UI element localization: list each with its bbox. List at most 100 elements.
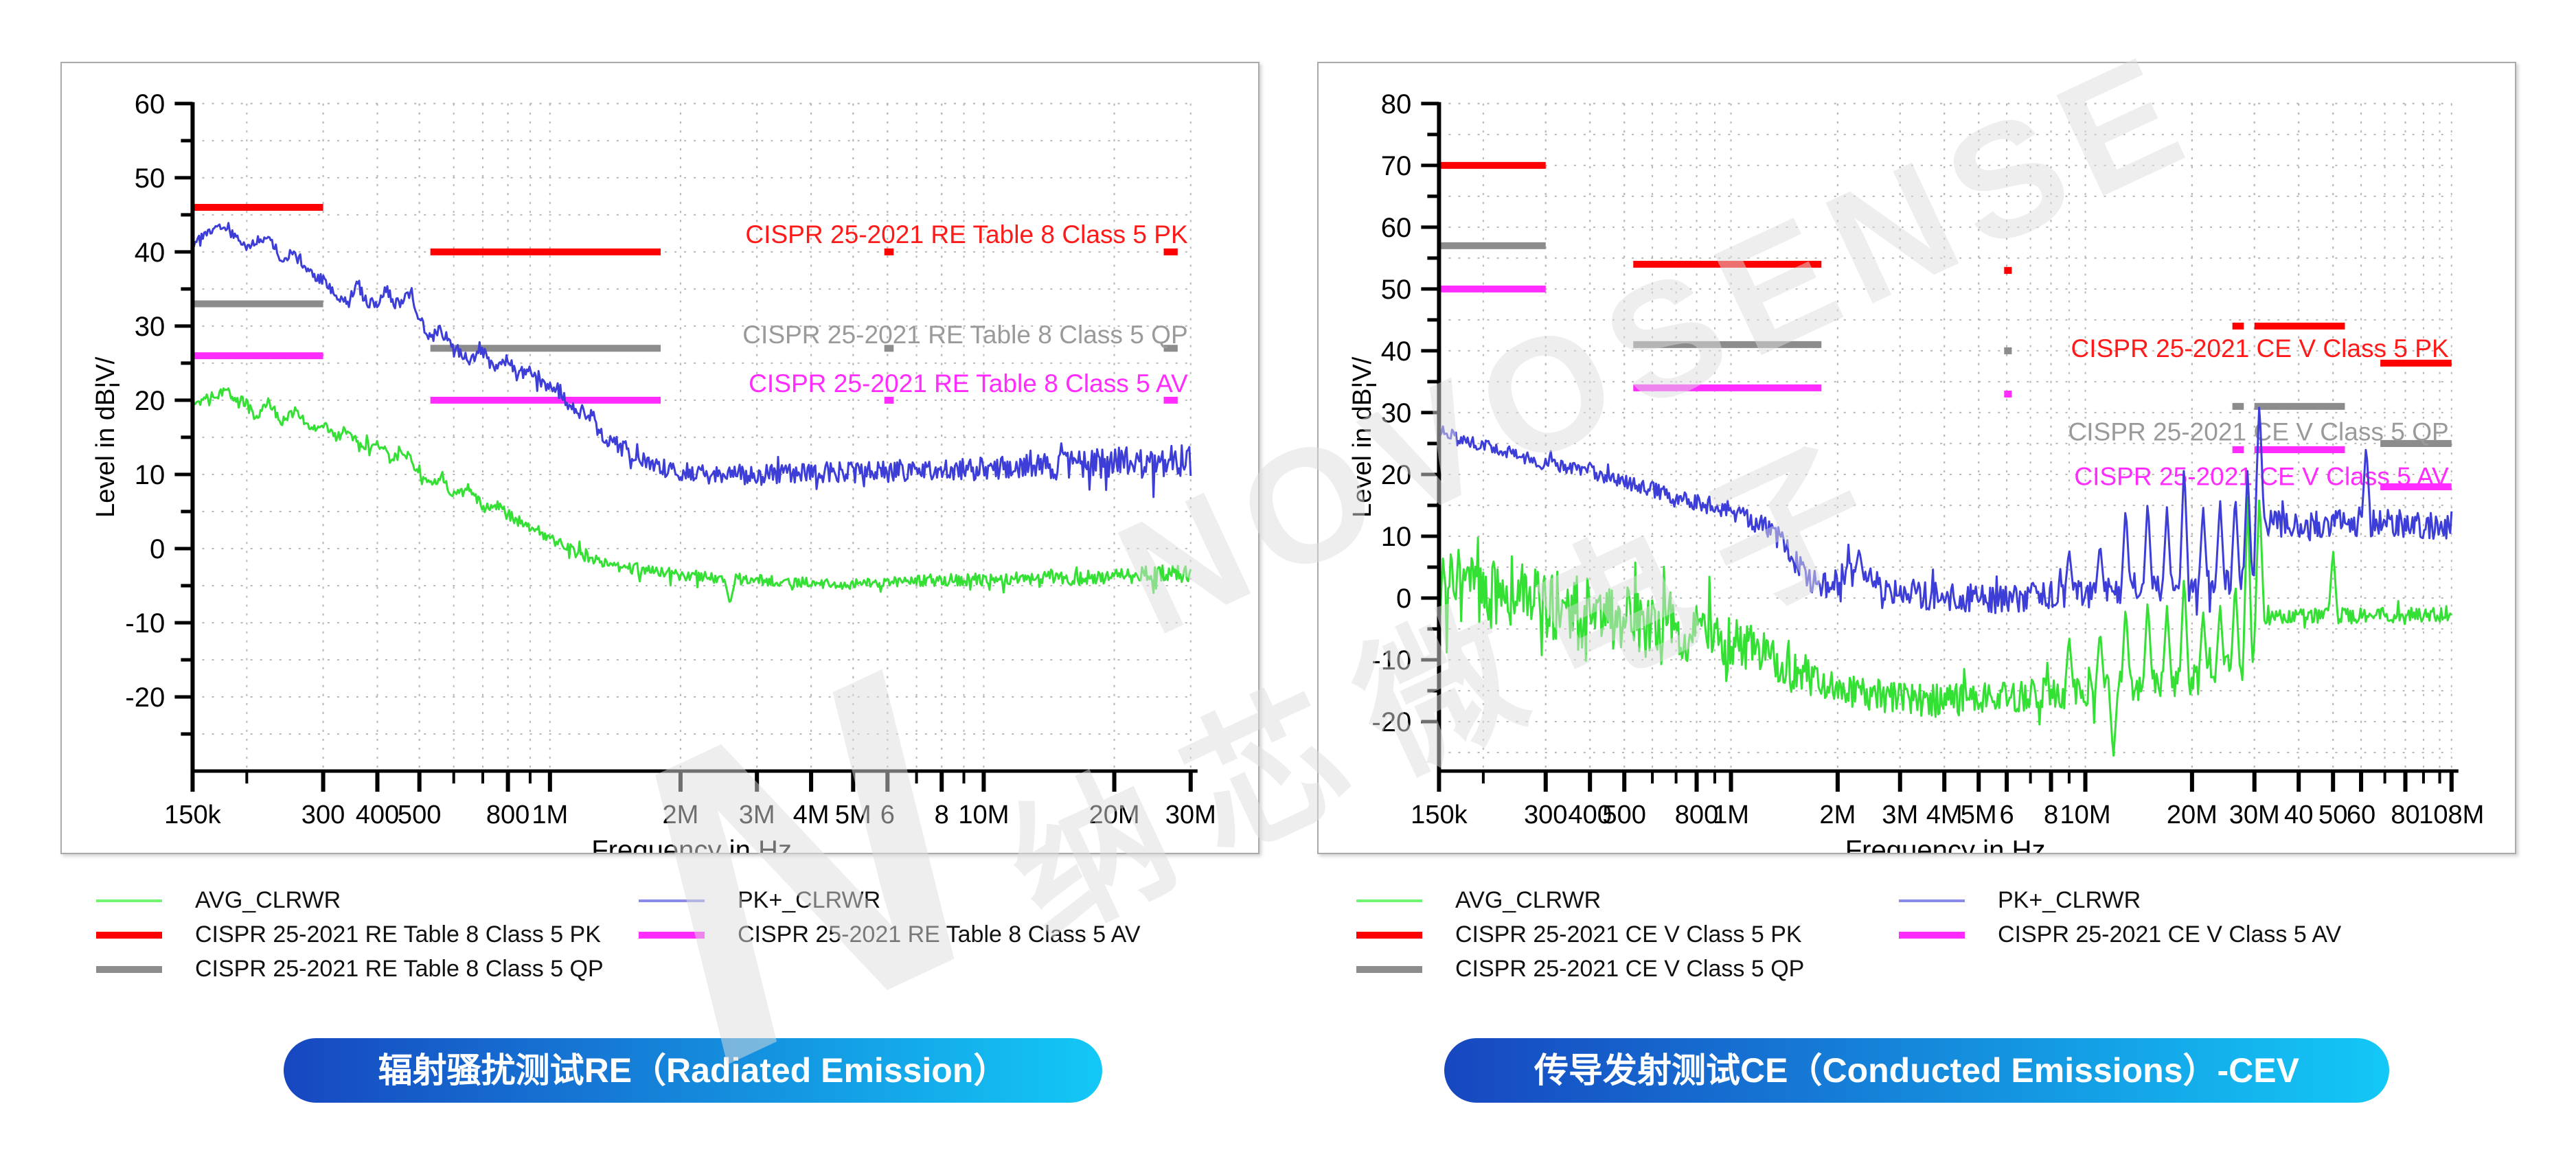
trace-pk-clrwr: [1437, 406, 2453, 616]
x-tick-label: 400: [1568, 801, 1612, 829]
legend-item: CISPR 25-2021 CE V Class 5 PK: [1356, 921, 1899, 948]
legend-swatch: [639, 899, 705, 902]
legend-label: CISPR 25-2021 RE Table 8 Class 5 PK: [195, 921, 601, 948]
limit-annotation: CISPR 25-2021 CE V Class 5 PK: [2071, 334, 2450, 363]
limit-annotation: CISPR 25-2021 RE Table 8 Class 5 AV: [749, 369, 1188, 398]
axes: [1437, 102, 2459, 773]
x-tick-label: 108M: [2419, 801, 2484, 829]
legend-swatch: [96, 931, 162, 939]
legend-item: CISPR 25-2021 RE Table 8 Class 5 QP: [96, 956, 639, 983]
limit-lines: [1439, 161, 2452, 490]
y-tick-label: 60: [1381, 213, 1412, 243]
y-tick-label: 50: [135, 163, 166, 194]
y-tick-label: -20: [1371, 707, 1411, 737]
x-tick-label: 2M: [1819, 801, 1856, 829]
limit-annotation: CISPR 25-2021 RE Table 8 Class 5 QP: [742, 320, 1188, 349]
re-chart-panel: CISPR 25-2021 RE Table 8 Class 5 PK CISPR…: [60, 62, 1259, 854]
y-tick-label: 70: [1381, 151, 1412, 181]
legend-swatch: [96, 899, 162, 902]
x-tick-label: 500: [398, 801, 442, 829]
x-tick-label: 6: [880, 801, 895, 829]
legend-item: CISPR 25-2021 CE V Class 5 AV: [1899, 921, 2341, 948]
trace-avg-clrwr: [192, 387, 1192, 603]
legend-item: CISPR 25-2021 RE Table 8 Class 5 AV: [639, 921, 1141, 948]
gridlines: [1439, 102, 2452, 772]
legend-label: CISPR 25-2021 CE V Class 5 AV: [1998, 921, 2342, 948]
legend-swatch: [1899, 931, 1965, 939]
legend-item: AVG_CLRWR: [96, 887, 639, 914]
legend-swatch: [1356, 965, 1422, 973]
x-tick-label: 80: [2391, 801, 2419, 829]
legend-label: PK+_CLRWR: [1998, 887, 2141, 913]
y-tick-label: 30: [135, 312, 166, 342]
x-tick-label: 5M: [1961, 801, 1997, 829]
y-tick-label: 10: [135, 460, 166, 490]
x-tick-label: 6: [1999, 801, 2014, 829]
limit-annotation: CISPR 25-2021 RE Table 8 Class 5 PK: [745, 220, 1188, 249]
x-tick-label: 800: [486, 801, 530, 829]
x-tick-label: 4M: [793, 801, 830, 829]
x-tick-label: 300: [301, 801, 345, 829]
x-axis-title: Frequency in Hz: [1845, 835, 2046, 853]
y-tick-label: -10: [1371, 645, 1411, 676]
re-chart-svg: CISPR 25-2021 RE Table 8 Class 5 PK CISPR…: [91, 89, 1216, 853]
legend-column: AVG_CLRWR CISPR 25-2021 RE Table 8 Class …: [96, 887, 639, 990]
limit-lines: [192, 204, 1178, 404]
y-tick-label: 10: [1381, 522, 1412, 552]
x-axis-title: Frequency in Hz: [591, 835, 792, 853]
legend-label: CISPR 25-2021 CE V Class 5 PK: [1455, 921, 1802, 948]
legend-swatch: [1356, 899, 1422, 902]
legend-label: AVG_CLRWR: [1455, 887, 1602, 913]
ce-banner: 传导发射测试CE（Conducted Emissions）-CEV: [1444, 1038, 2389, 1103]
x-tick-label: 2M: [662, 801, 698, 829]
y-tick-label: 50: [1381, 275, 1412, 305]
y-tick-label: 40: [1381, 336, 1412, 367]
x-tick-label: 150k: [1411, 801, 1468, 829]
gridlines: [192, 102, 1192, 772]
y-ticks: 60 50 40 30 20 10 0 -10 -20: [125, 89, 193, 736]
legend-item: CISPR 25-2021 CE V Class 5 QP: [1356, 956, 1899, 983]
x-tick-label: 50: [2318, 801, 2347, 829]
x-tick-label: 300: [1524, 801, 1568, 829]
x-tick-label: 20M: [1089, 801, 1140, 829]
legend-label: CISPR 25-2021 RE Table 8 Class 5 AV: [738, 921, 1141, 948]
y-axis-title: Level in dB¦V/: [91, 356, 120, 518]
legend-item: PK+_CLRWR: [639, 887, 1141, 914]
x-tick-label: 10M: [2060, 801, 2111, 829]
x-tick-label: 60: [2347, 801, 2375, 829]
x-tick-label: 8: [2044, 801, 2058, 829]
re-legend: AVG_CLRWR CISPR 25-2021 RE Table 8 Class …: [96, 887, 1141, 990]
ce-legend: AVG_CLRWR CISPR 25-2021 CE V Class 5 PK CI…: [1356, 887, 2341, 990]
x-tick-label: 8: [935, 801, 949, 829]
x-tick-label: 3M: [739, 801, 775, 829]
y-ticks: 80 70 60 50 40 30 20 10 0 -10 -20: [1371, 89, 1439, 737]
trace-avg-clrwr: [1438, 496, 2452, 757]
legend-label: AVG_CLRWR: [195, 887, 341, 913]
trace-pk-clrwr: [192, 222, 1192, 498]
x-tick-label: 400: [356, 801, 400, 829]
legend-column: PK+_CLRWR CISPR 25-2021 CE V Class 5 AV: [1899, 887, 2341, 956]
legend-item: PK+_CLRWR: [1899, 887, 2341, 914]
y-tick-label: 30: [1381, 398, 1412, 428]
y-tick-label: 20: [1381, 460, 1412, 490]
legend-label: CISPR 25-2021 RE Table 8 Class 5 QP: [195, 956, 604, 982]
legend-label: CISPR 25-2021 CE V Class 5 QP: [1455, 956, 1805, 982]
x-tick-label: 30M: [2229, 801, 2280, 829]
limit-annotations: CISPR 25-2021 RE Table 8 Class 5 PK CISPR…: [742, 220, 1188, 398]
re-banner: 辐射骚扰测试RE（Radiated Emission）: [284, 1038, 1102, 1103]
legend-item: CISPR 25-2021 RE Table 8 Class 5 PK: [96, 921, 639, 948]
y-axis-title: Level in dB¦V/: [1348, 356, 1377, 518]
legend-swatch: [1356, 931, 1422, 939]
x-tick-label: 20M: [2167, 801, 2218, 829]
y-tick-label: -20: [125, 682, 165, 713]
legend-swatch: [1899, 899, 1965, 902]
x-tick-label: 3M: [1882, 801, 1918, 829]
x-tick-label: 150k: [164, 801, 222, 829]
y-tick-label: 0: [1396, 584, 1411, 614]
x-tick-label: 1M: [532, 801, 568, 829]
x-tick-label: 5M: [835, 801, 871, 829]
